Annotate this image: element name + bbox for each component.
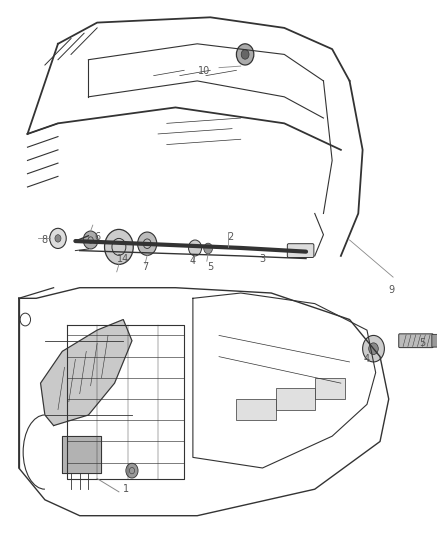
Circle shape <box>188 240 201 256</box>
Text: 6: 6 <box>94 232 100 243</box>
FancyBboxPatch shape <box>399 334 433 348</box>
Text: 4: 4 <box>190 256 196 266</box>
Polygon shape <box>62 436 102 473</box>
FancyBboxPatch shape <box>287 244 314 257</box>
Text: 1: 1 <box>123 484 129 494</box>
Bar <box>315 378 345 399</box>
Text: 3: 3 <box>259 254 265 263</box>
Circle shape <box>55 235 61 242</box>
Circle shape <box>138 232 157 255</box>
Text: 8: 8 <box>42 235 48 245</box>
Text: 4: 4 <box>364 354 370 364</box>
Text: 7: 7 <box>142 262 148 271</box>
Bar <box>276 389 315 410</box>
Circle shape <box>83 231 98 249</box>
Circle shape <box>241 50 249 59</box>
Circle shape <box>204 243 212 254</box>
Circle shape <box>369 343 378 354</box>
Text: 9: 9 <box>389 285 395 295</box>
Circle shape <box>105 229 133 264</box>
Polygon shape <box>41 319 132 425</box>
Circle shape <box>126 463 138 478</box>
Text: 5: 5 <box>419 338 425 349</box>
Text: 5: 5 <box>207 262 213 271</box>
Circle shape <box>49 228 66 248</box>
Circle shape <box>237 44 254 65</box>
Text: 10: 10 <box>198 67 210 76</box>
Text: 14: 14 <box>117 254 129 263</box>
Bar <box>237 399 276 420</box>
Circle shape <box>363 335 385 362</box>
FancyBboxPatch shape <box>432 334 438 347</box>
Text: 2: 2 <box>228 232 234 243</box>
